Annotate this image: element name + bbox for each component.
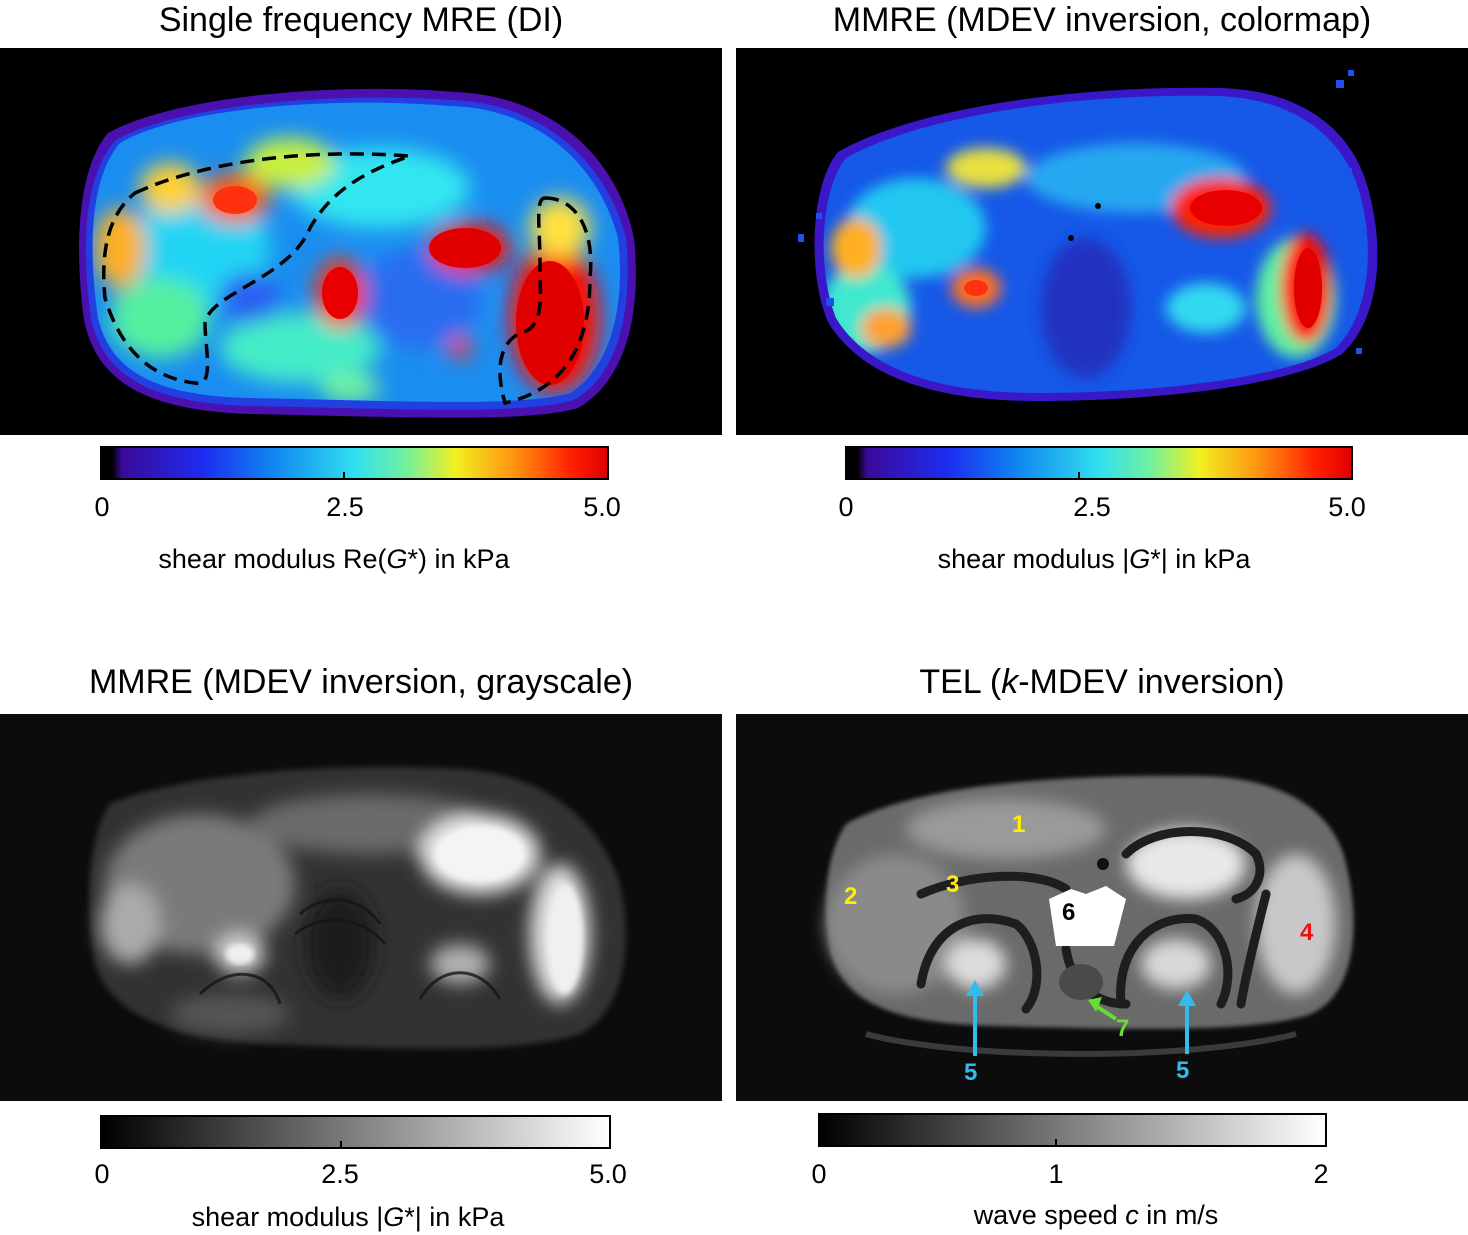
- colorbar-tick-label: 2: [1313, 1159, 1329, 1189]
- colorbar-tick-mark: [340, 1141, 342, 1149]
- colorbar-single-frequency: [100, 446, 609, 480]
- colorbar-tick-label: 2.5: [1073, 492, 1111, 522]
- elastogram-mmre-colormap: [736, 48, 1468, 435]
- colorbar-label: shear modulus Re(G*) in kPa: [158, 544, 510, 574]
- annotation-4: 4: [1300, 919, 1314, 946]
- colorbar-tick-mark: [343, 472, 345, 480]
- annotation-6: 6: [1062, 899, 1076, 926]
- annotation-2: 2: [844, 883, 858, 910]
- colorbar-label: shear modulus |G*| in kPa: [937, 544, 1251, 574]
- arrow-5-right: [1178, 990, 1196, 1054]
- annotation-5-right: 5: [1176, 1057, 1190, 1084]
- colorbar-tick-label: 0: [811, 1159, 827, 1189]
- colorbar-tick-mark: [1078, 472, 1080, 480]
- annotation-7: 7: [1116, 1015, 1130, 1042]
- colorbar-label: wave speed c in m/s: [973, 1200, 1219, 1230]
- colorbar-tick-label: 5.0: [583, 492, 621, 522]
- colorbar-tel: [818, 1113, 1327, 1147]
- colorbar-mmre-grayscale: [100, 1115, 611, 1149]
- arrow-5-left: [966, 980, 984, 1056]
- colorbar-tick-label: 5.0: [589, 1159, 627, 1189]
- elastogram-single-frequency: [0, 48, 722, 435]
- panel-title-single-frequency: Single frequency MRE (DI): [158, 1, 564, 39]
- elastogram-mmre-grayscale: [0, 714, 722, 1101]
- elastogram-tel: 1 2 3 4 5 5 6 7: [736, 714, 1468, 1101]
- annotation-3: 3: [946, 871, 960, 898]
- colorbar-tick-label: 0: [94, 1159, 110, 1189]
- colorbar-tick-label: 2.5: [321, 1159, 359, 1189]
- panel-title-mmre-colormap: MMRE (MDEV inversion, colormap): [832, 1, 1372, 39]
- annotation-1: 1: [1012, 811, 1026, 838]
- colorbar-mmre-colormap: [845, 446, 1353, 480]
- panel-title-mmre-grayscale: MMRE (MDEV inversion, grayscale): [88, 663, 634, 701]
- colorbar-tick-label: 0: [94, 492, 110, 522]
- colorbar-tick-mark: [1055, 1139, 1057, 1147]
- annotation-5-left: 5: [964, 1059, 978, 1086]
- arrow-7: [1088, 997, 1118, 1021]
- colorbar-label: shear modulus |G*| in kPa: [191, 1202, 505, 1232]
- colorbar-tick-label: 0: [838, 492, 854, 522]
- colorbar-tick-label: 5.0: [1328, 492, 1366, 522]
- panel-title-tel: TEL (k-MDEV inversion): [919, 663, 1285, 701]
- colorbar-tick-label: 1: [1048, 1159, 1064, 1189]
- colorbar-tick-label: 2.5: [326, 492, 364, 522]
